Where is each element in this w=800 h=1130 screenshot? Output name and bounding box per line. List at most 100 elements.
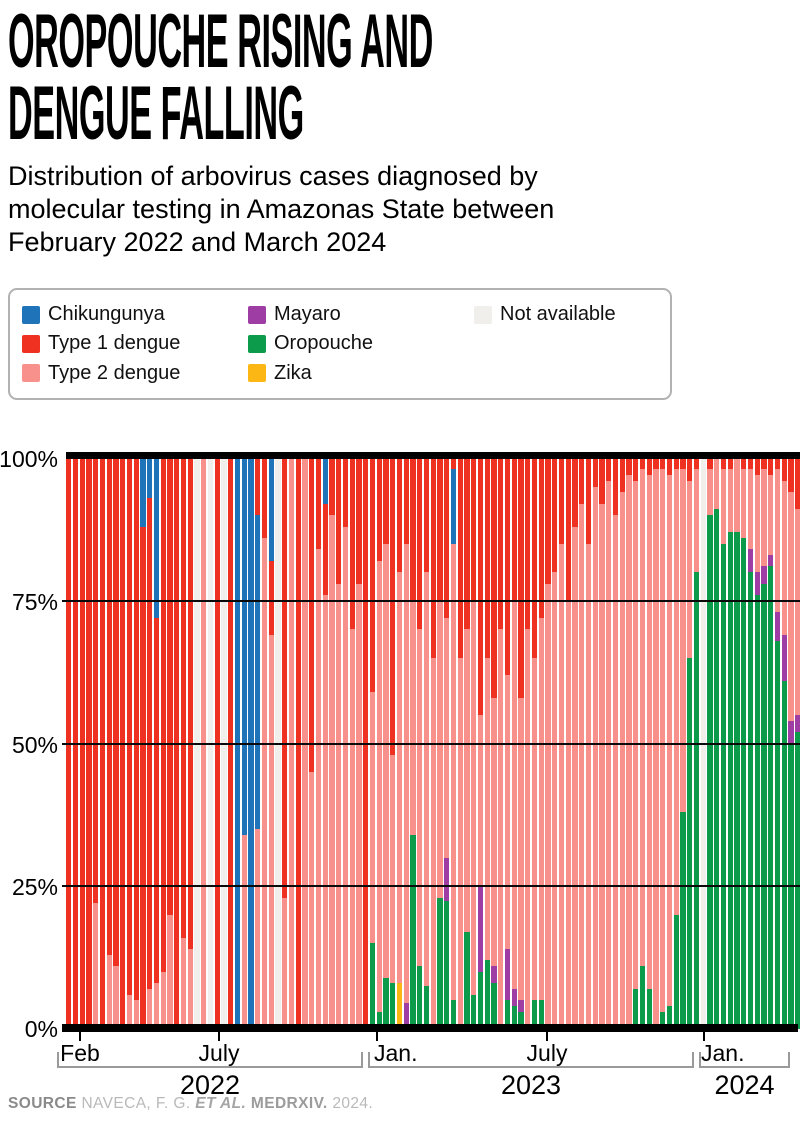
bar xyxy=(754,458,760,1029)
bar xyxy=(795,458,800,1029)
bar-segment-oropouche xyxy=(693,572,699,1029)
bar-segment-type-1-dengue xyxy=(322,503,328,596)
bar-segment-mayaro xyxy=(477,886,483,972)
bar-segment-type-2-dengue xyxy=(309,772,315,1029)
bar-segment-type-1-dengue xyxy=(106,458,112,955)
bar-segment-type-1-dengue xyxy=(552,458,558,573)
year-bracket-stub xyxy=(368,1052,370,1068)
bar xyxy=(572,458,578,1029)
bar-segment-oropouche xyxy=(491,983,497,1029)
bar xyxy=(619,458,625,1029)
bar-segment-type-2-dengue xyxy=(660,469,666,1012)
source-etal: ET AL. xyxy=(195,1095,247,1112)
bar-segment-type-2-dengue xyxy=(666,475,672,1007)
bar-segment-oropouche xyxy=(369,943,375,1029)
bar-segment-type-1-dengue xyxy=(457,458,463,658)
legend-item-mayaro: Mayaro xyxy=(248,300,474,329)
bar xyxy=(329,458,335,1029)
gridline-75pct xyxy=(62,600,800,602)
bar-segment-mayaro xyxy=(754,572,760,596)
bar-segment-type-1-dengue xyxy=(180,458,186,938)
bar-segment-type-1-dengue xyxy=(383,458,389,544)
bar-segment-oropouche xyxy=(747,572,753,1029)
bar-segment-type-2-dengue xyxy=(315,549,321,1029)
bar xyxy=(417,458,423,1029)
legend-label: Oropouche xyxy=(274,332,373,355)
bar-segment-oropouche xyxy=(734,532,740,1029)
bar xyxy=(315,458,321,1029)
bar-segment-type-2-dengue xyxy=(673,469,679,915)
bar-segment-mayaro xyxy=(491,966,497,984)
title-line-1: OROPOUCHE RISING AND xyxy=(8,0,433,84)
bar xyxy=(639,458,645,1029)
bar-segment-oropouche xyxy=(471,994,477,1029)
bar-segment-type-1-dengue xyxy=(558,458,564,544)
bar-segment-type-1-dengue xyxy=(788,458,794,493)
bar-segment-type-2-dengue xyxy=(747,469,753,550)
bar-segment-type-1-dengue xyxy=(741,458,747,470)
bar-segment-type-2-dengue xyxy=(565,600,571,1029)
bar xyxy=(734,458,740,1029)
bar-segment-mayaro xyxy=(788,720,794,744)
bar-segment-type-2-dengue xyxy=(788,492,794,721)
bar-segment-type-1-dengue xyxy=(167,458,173,915)
bar xyxy=(781,458,787,1029)
year-label-2023: 2023 xyxy=(500,1070,562,1100)
bar-segment-chikungunya xyxy=(322,458,328,504)
bar xyxy=(106,458,112,1029)
bar-segment-oropouche xyxy=(795,732,800,1029)
legend-swatch-type-1-dengue xyxy=(22,334,40,353)
bar-segment-type-2-dengue xyxy=(336,583,342,1029)
year-bracket-stub xyxy=(57,1052,59,1068)
bar-segment-type-2-dengue xyxy=(761,469,767,567)
bar-segment-type-2-dengue xyxy=(322,595,328,1029)
bar-segment-type-1-dengue xyxy=(329,458,335,516)
bar xyxy=(369,458,375,1029)
bar-segment-oropouche xyxy=(464,931,470,1029)
bar-segment-type-1-dengue xyxy=(599,458,605,504)
bar xyxy=(423,458,429,1029)
bar-segment-type-2-dengue xyxy=(727,469,733,533)
bar-segment-type-2-dengue xyxy=(160,971,166,1029)
bar-segment-type-2-dengue xyxy=(538,617,544,1001)
bar-segment-type-1-dengue xyxy=(464,458,470,630)
legend-item-zika: Zika xyxy=(248,359,474,388)
legend-label: Type 1 dengue xyxy=(48,332,181,355)
bar xyxy=(666,458,672,1029)
bar-segment-type-2-dengue xyxy=(457,657,463,1029)
bar-segment-type-1-dengue xyxy=(498,458,504,630)
bar-segment-type-2-dengue xyxy=(403,543,409,1004)
source-journal: MEDRXIV. xyxy=(250,1095,333,1112)
x-tick-mark xyxy=(79,1032,81,1041)
bar-segment-oropouche xyxy=(727,532,733,1029)
bar-segment-type-1-dengue xyxy=(376,458,382,561)
legend-label: Type 2 dengue xyxy=(48,361,181,384)
bar-segment-type-2-dengue xyxy=(153,983,159,1029)
bar xyxy=(126,458,132,1029)
bar-segment-oropouche xyxy=(687,657,693,1029)
bar-segment-oropouche xyxy=(383,977,389,1029)
bar xyxy=(140,458,146,1029)
bar-segment-type-2-dengue xyxy=(133,1000,139,1029)
bar-segment-oropouche xyxy=(511,1006,517,1029)
legend-swatch-not-available xyxy=(474,305,492,324)
bar-segment-type-1-dengue xyxy=(666,458,672,476)
bar-segment-type-1-dengue xyxy=(423,458,429,573)
bar-segment-type-2-dengue xyxy=(356,583,362,1029)
bar-segment-type-2-dengue xyxy=(282,897,288,1029)
bar-segment-type-2-dengue xyxy=(268,634,274,1029)
year-bracket-stub xyxy=(361,1052,363,1068)
bar-segment-type-2-dengue xyxy=(329,515,335,1029)
bar-segment-type-1-dengue xyxy=(255,458,261,516)
bar-segment-type-1-dengue xyxy=(747,458,753,470)
bar xyxy=(241,458,247,1029)
bar-segment-type-2-dengue xyxy=(612,515,618,1029)
legend-item-type-1-dengue: Type 1 dengue xyxy=(22,329,248,358)
bar xyxy=(336,458,342,1029)
bar-segment-type-1-dengue xyxy=(707,458,713,470)
bar xyxy=(774,458,780,1029)
legend-grid: Chikungunya Type 1 dengue Type 2 dengue May… xyxy=(22,300,658,388)
bar xyxy=(606,458,612,1029)
bar-segment-type-2-dengue xyxy=(126,994,132,1029)
bar-segment-type-1-dengue xyxy=(680,458,686,470)
